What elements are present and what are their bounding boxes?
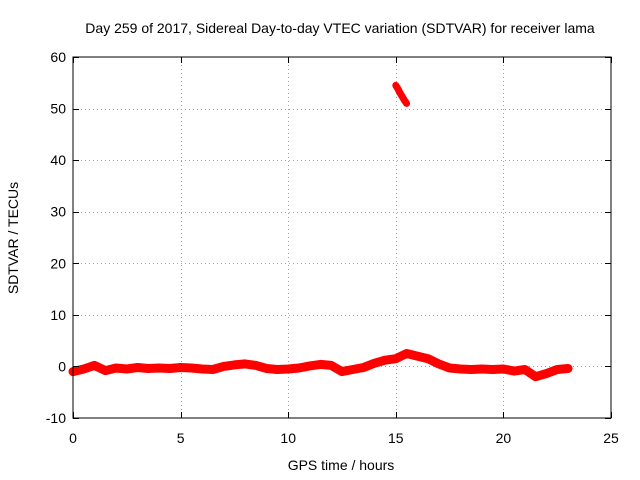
y-axis-label: SDTVAR / TECUs [5,182,21,294]
data-point-0-21 [296,365,302,371]
data-point-0-37 [468,367,474,372]
data-point-0-18 [264,366,270,371]
data-point-0-23 [318,361,323,367]
data-point-0-45 [554,367,560,372]
data-point-0-19 [274,367,280,372]
chart-title: Day 259 of 2017, Sidereal Day-to-day VTE… [85,20,595,36]
data-point-0-16 [242,361,248,367]
data-point-1-0 [393,82,399,88]
data-point-0-46 [565,366,571,371]
data-point-0-11 [188,365,194,371]
data-point-0-38 [479,366,485,372]
y-tick-label-7: 60 [50,49,66,65]
data-point-1-5 [404,100,410,106]
data-point-0-9 [167,366,173,371]
data-point-0-39 [490,367,496,372]
y-tick-label-6: 50 [50,101,66,117]
data-point-0-43 [533,374,539,380]
series-1 [392,81,411,107]
data-point-0-32 [414,353,420,359]
x-tick-label-0: 0 [69,430,77,446]
data-point-0-40 [500,366,506,372]
x-tick-label-4: 20 [496,430,512,446]
data-point-0-14 [221,363,227,369]
y-tick-label-2: 10 [50,307,66,323]
data-point-0-28 [371,360,377,366]
y-tick-label-5: 40 [50,152,66,168]
data-point-0-6 [135,365,141,370]
data-point-0-8 [156,365,162,371]
data-point-0-24 [328,362,334,368]
y-tick-label-0: -10 [46,410,66,426]
data-point-0-35 [447,365,453,371]
data-point-0-20 [285,366,291,372]
x-axis-label: GPS time / hours [288,457,395,473]
y-tick-label-3: 20 [50,255,66,271]
series-0 [68,349,573,382]
data-point-0-4 [113,365,119,371]
data-point-0-27 [361,365,366,370]
data-point-1-2 [397,90,403,96]
data-point-0-17 [253,362,259,368]
data-point-0-33 [425,356,431,362]
data-point-0-44 [543,371,549,377]
data-point-0-31 [404,351,410,356]
plot-frame [72,56,612,419]
data-point-0-41 [511,368,517,374]
data-point-0-25 [339,369,345,375]
data-point-0-10 [178,365,184,370]
data-point-0-30 [393,356,399,362]
data-point-1-3 [399,94,405,100]
data-point-0-42 [522,367,528,372]
data-point-0-22 [307,363,313,369]
y-tick-label-4: 30 [50,204,66,220]
data-point-0-12 [199,366,205,372]
data-point-0-26 [350,367,356,372]
data-point-0-7 [145,366,151,371]
data-point-0-1 [81,366,87,372]
x-tick-label-3: 15 [388,430,404,446]
data-point-0-2 [92,362,97,368]
x-tick-label-2: 10 [280,430,296,446]
y-tick-label-1: 0 [58,358,66,374]
data-point-0-29 [382,357,388,363]
data-point-1-1 [395,86,401,92]
data-point-0-36 [457,366,463,372]
data-point-0-34 [436,361,442,367]
data-point-0-15 [231,362,237,368]
x-tick-label-1: 5 [177,430,185,446]
data-layer [68,81,573,382]
data-point-0-5 [124,366,130,372]
data-point-0-13 [210,367,216,372]
data-point-1-4 [401,97,407,103]
data-point-0-3 [102,368,108,374]
x-tick-label-5: 25 [603,430,619,446]
